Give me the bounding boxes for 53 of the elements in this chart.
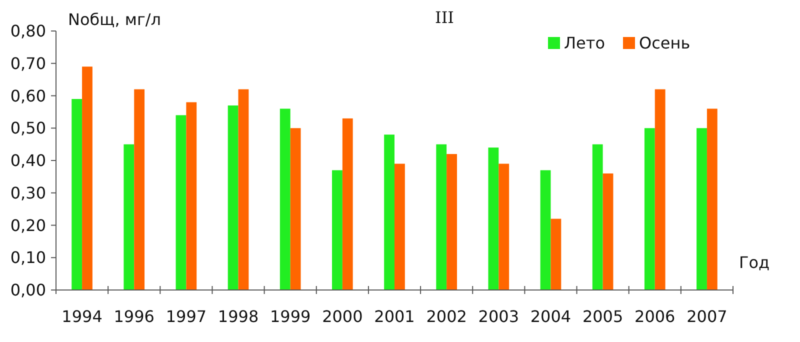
y-tick-label: 0,60 — [10, 86, 46, 106]
x-tick-label: 2004 — [530, 307, 572, 326]
y-tick-label: 0,20 — [10, 216, 46, 235]
x-tick-label: 1997 — [166, 307, 207, 326]
bar — [602, 173, 614, 290]
x-tick-label: 2000 — [322, 307, 363, 326]
y-tick-label: 0,70 — [10, 54, 46, 73]
y-tick-label: 0,30 — [10, 183, 46, 202]
x-tick-label: 2002 — [426, 307, 467, 326]
x-tick-label: 1999 — [270, 307, 311, 326]
bar — [592, 144, 603, 290]
bar — [498, 164, 510, 290]
x-tick-label: 2003 — [478, 307, 520, 326]
bar — [342, 118, 353, 290]
x-tick-label: 2007 — [686, 307, 728, 326]
bar — [550, 218, 562, 290]
bar — [238, 89, 249, 290]
x-tick-label: 1996 — [114, 307, 154, 326]
bar — [644, 128, 655, 290]
bar — [134, 89, 145, 290]
bar — [72, 98, 82, 290]
bar — [446, 154, 457, 290]
y-tick-label: 0,10 — [10, 248, 46, 268]
bar — [186, 102, 197, 290]
bar — [706, 108, 718, 290]
bar — [436, 144, 447, 290]
legend-label: Лето — [564, 34, 605, 53]
bar — [124, 144, 134, 290]
bar — [228, 105, 238, 290]
y-tick-label: 0,50 — [10, 118, 46, 138]
bar — [394, 164, 405, 290]
chart-title: III — [435, 8, 454, 27]
bar — [540, 170, 551, 290]
x-tick-label: 1994 — [62, 307, 102, 326]
x-tick-label: 2001 — [374, 307, 415, 326]
bar — [290, 128, 301, 290]
bar — [82, 66, 92, 290]
y-tick-label: 0,80 — [10, 22, 46, 41]
y-tick-label: 0,40 — [10, 151, 46, 170]
bar — [332, 170, 342, 290]
bar — [384, 134, 394, 290]
x-tick-label: 1998 — [218, 307, 259, 326]
legend-label: Осень — [639, 34, 690, 53]
x-tick-label: 2006 — [634, 307, 676, 326]
x-axis-title: Год — [739, 253, 770, 272]
bar — [488, 148, 499, 290]
y-axis-title: Nобщ, мг/л — [68, 10, 161, 29]
y-tick-label: 0,00 — [10, 280, 46, 300]
bar — [654, 89, 666, 290]
bar — [280, 108, 290, 290]
bar — [176, 115, 186, 290]
x-tick-label: 2005 — [582, 307, 624, 326]
bar — [696, 128, 707, 290]
